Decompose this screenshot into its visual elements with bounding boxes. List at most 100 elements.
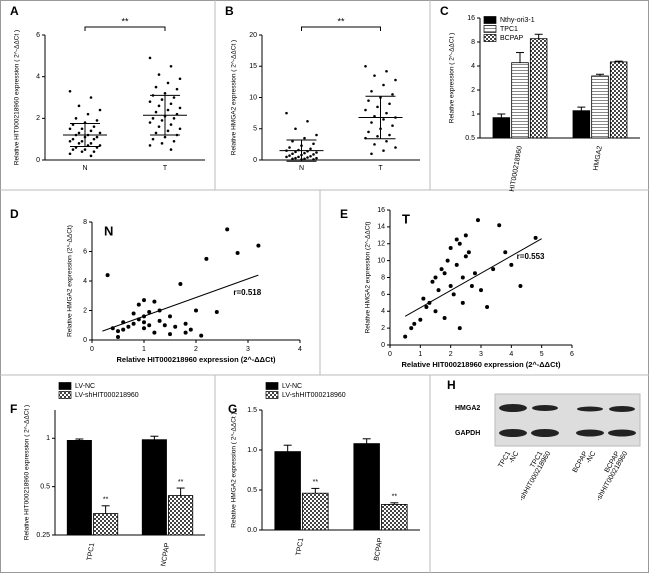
data-point <box>172 139 176 143</box>
data-point <box>163 92 167 95</box>
data-point <box>388 102 391 106</box>
data-point <box>147 309 152 314</box>
bar <box>572 110 591 139</box>
y-tick-label: 20 <box>249 32 257 39</box>
data-point <box>178 127 182 131</box>
data-point <box>430 279 435 284</box>
y-tick-label: 8 <box>471 39 475 46</box>
data-point <box>126 324 131 329</box>
x-tick-label: 3 <box>246 346 250 353</box>
data-point <box>194 308 198 313</box>
data-point <box>418 317 423 322</box>
data-point <box>86 112 90 116</box>
error-bar <box>577 106 586 111</box>
data-point <box>457 241 462 246</box>
y-tick-label: 6 <box>83 248 87 255</box>
data-point <box>68 152 72 156</box>
data-point <box>256 243 261 248</box>
data-point <box>291 157 294 161</box>
data-point <box>116 335 120 340</box>
y-tick-label: 10 <box>377 257 385 264</box>
data-point <box>370 89 373 93</box>
error-bar <box>497 113 506 118</box>
panel-letter: H <box>447 378 456 392</box>
y-axis-label: Relative HMGA2 expression ( 2^-ΔΔCt ) <box>231 412 238 527</box>
error-bar <box>75 438 84 441</box>
error-bar <box>176 487 185 496</box>
x-tick-label: 2 <box>194 346 198 353</box>
y-tick-label: 0.5 <box>465 135 475 142</box>
sd-bar <box>286 139 317 162</box>
data-point <box>89 154 93 158</box>
x-axis-label: Relative HIT000218960 expression (2^-ΔΔC… <box>117 355 276 364</box>
legend-label: BCPAP <box>500 35 524 42</box>
data-point <box>160 142 164 145</box>
data-point <box>439 267 444 272</box>
data-point <box>457 326 462 331</box>
y-tick-label: 0.25 <box>36 532 50 539</box>
data-point <box>166 81 170 85</box>
x-tick-label: 4 <box>509 351 513 358</box>
bar <box>302 492 329 531</box>
data-point <box>367 130 370 134</box>
data-point <box>92 150 96 153</box>
data-point <box>92 137 96 141</box>
legend-label: LV-shHIT000218960 <box>282 392 346 399</box>
data-point <box>303 157 306 161</box>
data-point <box>131 321 136 326</box>
data-point <box>77 104 81 108</box>
significance-label: ** <box>392 494 398 501</box>
data-point <box>306 156 309 159</box>
y-tick-label: 6 <box>36 32 40 39</box>
data-point <box>162 323 167 328</box>
data-point <box>136 302 141 307</box>
error-bar <box>283 444 292 452</box>
data-point <box>448 245 453 250</box>
data-point <box>385 111 388 115</box>
data-point <box>142 320 146 325</box>
data-point <box>169 64 173 68</box>
x-tick-label: BCPAP <box>373 537 384 561</box>
data-point <box>518 283 523 288</box>
data-point <box>178 77 182 81</box>
x-tick-label: 4 <box>298 346 302 353</box>
blot-bands <box>499 404 636 437</box>
data-point <box>157 104 161 108</box>
data-point <box>294 156 297 160</box>
y-tick-label: 4 <box>36 74 40 81</box>
data-point <box>412 321 417 326</box>
y-tick-label: 14 <box>377 224 385 231</box>
y-axis-label: Relative HMGA2 expression (2^-ΔΔCt) <box>365 222 372 334</box>
data-point <box>403 334 408 339</box>
data-point <box>388 133 391 137</box>
data-point <box>71 137 75 141</box>
data-point <box>421 296 426 301</box>
x-tick-label: 6 <box>570 351 574 358</box>
data-point <box>291 139 294 143</box>
data-point <box>98 131 102 135</box>
data-point <box>68 139 72 143</box>
panel-letter: F <box>10 402 17 416</box>
panel-letter: B <box>225 4 234 18</box>
data-point <box>142 298 146 303</box>
bar <box>168 495 194 536</box>
data-point <box>448 283 453 288</box>
y-axis-label: Relative HIT000218960 expression ( 2^-ΔΔ… <box>24 405 31 540</box>
panel-letter: D <box>10 207 19 221</box>
x-tick-label: NCPAP <box>160 542 171 567</box>
data-point <box>454 237 459 242</box>
data-point <box>382 118 385 121</box>
legend-label: Nthy-ori3-1 <box>500 17 535 24</box>
y-tick-label: 16 <box>377 207 385 214</box>
y-tick-label: 12 <box>377 241 385 248</box>
data-point <box>294 150 297 154</box>
x-tick-label: N <box>299 165 304 172</box>
y-tick-label: 6 <box>381 291 385 298</box>
data-point <box>382 83 385 87</box>
error-bar <box>516 52 524 63</box>
data-point <box>285 155 288 159</box>
data-point <box>235 250 240 255</box>
x-tick-label: 0 <box>90 346 94 353</box>
x-tick-label: T <box>378 165 383 172</box>
